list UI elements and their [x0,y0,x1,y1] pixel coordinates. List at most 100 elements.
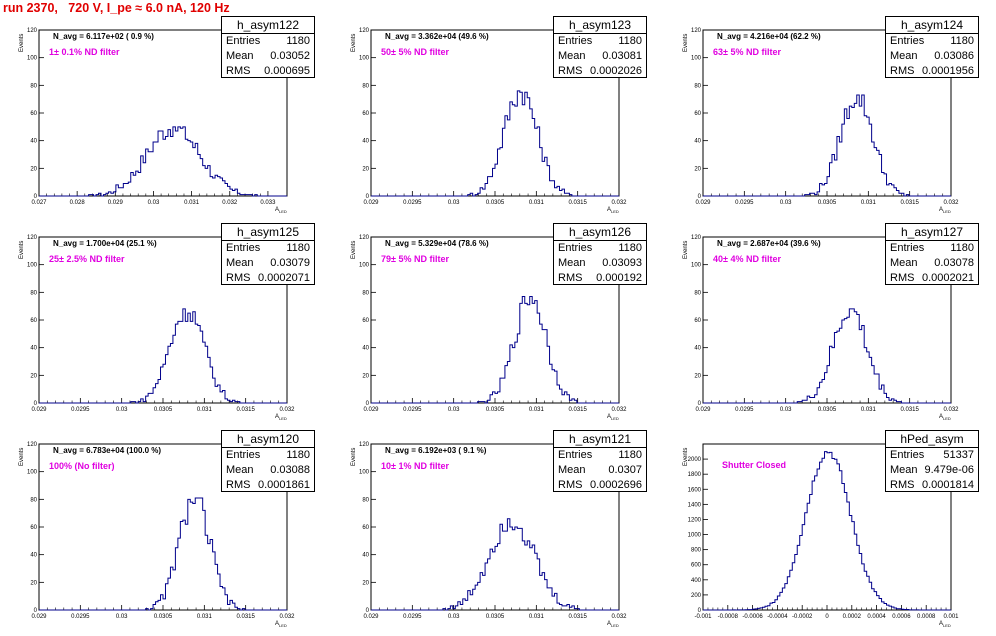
histogram-panel-h_asym122: 0.027 0.028 0.029 0.03 0.031 0.032 0.033 0 20 40 6… [0,15,332,222]
y-tick-label: 60 [30,111,37,117]
filter-label: Shutter Closed [722,460,787,470]
stat-row-mean: Mean 0.03081 [554,49,646,64]
histogram-plot: 0.029 0.0295 0.03 0.0305 0.031 0.0315 0.032 0 20… [359,28,627,206]
x-tick-label: 0.0295 [403,614,422,620]
stat-value: 0.03086 [934,50,974,62]
stat-label: Entries [226,449,261,461]
y-tick-label: 100 [691,263,702,269]
y-tick-label: 60 [30,525,37,531]
y-tick-label: 40 [362,553,369,559]
stat-label: RMS [890,65,915,77]
histogram-line [39,126,287,197]
x-axis-title-main: A [939,414,944,420]
x-tick-label: 0.029 [695,407,711,413]
y-tick-label: 1200 [688,517,702,523]
stat-label: RMS [558,479,583,491]
x-axis-title-sub: LED [279,623,287,629]
x-tick-label: 0.027 [31,200,47,206]
x-tick-label: 0.031 [861,407,877,413]
stat-value: 1180 [950,35,974,47]
y-tick-label: 20 [694,166,701,172]
stat-label: Mean [226,50,254,62]
y-tick-label: 0 [34,608,38,614]
histogram-panel-h_asym125: 0.029 0.0295 0.03 0.0305 0.031 0.0315 0.032 0 20… [0,222,332,429]
x-tick-label: 0.0008 [917,614,936,620]
histogram-name: h_asym124 [886,17,978,34]
stat-label: Entries [890,242,925,254]
y-tick-label: 80 [362,83,369,89]
x-tick-label: 0.033 [260,200,276,206]
y-tick-label: 0 [366,194,370,200]
x-tick-label: 0.0315 [236,614,255,620]
x-tick-label: 0.0295 [735,407,754,413]
y-tick-label: 0 [34,401,38,407]
y-axis-title: Events [683,240,689,259]
stat-row-entries: Entries 1180 [554,448,646,463]
x-tick-label: 0.029 [108,200,124,206]
x-tick-label: 0.0295 [71,407,90,413]
x-axis-title: ALED [939,207,951,214]
x-axis-title-sub: LED [611,416,619,422]
histogram-panel-h_asym126: 0.029 0.0295 0.03 0.0305 0.031 0.0315 0.032 0 20… [332,222,664,429]
y-tick-label: 120 [691,28,702,34]
y-axis-title: Events [19,447,25,466]
y-tick-label: 20 [362,373,369,379]
y-tick-label: 60 [694,318,701,324]
filter-label: 79± 5% ND filter [381,254,449,264]
x-tick-label: 0.0315 [568,200,587,206]
filter-label: 100% (No filter) [49,461,115,471]
x-tick-label: 0.0006 [892,614,911,620]
y-tick-label: 40 [30,139,37,145]
x-tick-label: -0.0006 [742,614,763,620]
x-axis-title: ALED [607,621,619,628]
x-axis-title-main: A [607,207,612,213]
stat-label: Mean [890,50,918,62]
x-axis-title-main: A [275,207,280,213]
stat-label: RMS [226,272,251,284]
y-tick-label: 600 [691,563,702,569]
stat-value: 0.03093 [602,257,642,269]
navg-label: N_avg = 5.329e+04 (78.6 %) [385,239,489,248]
y-tick-label: 120 [27,28,38,34]
y-tick-label: 80 [362,290,369,296]
y-tick-label: 80 [30,290,37,296]
stat-box: hPed_asym Entries 51337 Mean 9.479e-06 RMS 0.0… [885,430,979,492]
x-tick-label: 0.03 [116,407,128,413]
stat-box: h_asym122 Entries 1180 Mean 0.03052 RMS 0.0006… [221,16,315,78]
x-tick-label: 0.001 [943,614,959,620]
x-tick-label: -0.0002 [792,614,813,620]
y-tick-label: 100 [27,470,38,476]
x-tick-label: 0.029 [695,200,711,206]
stat-value: 1180 [286,242,310,254]
x-tick-label: 0.029 [31,614,47,620]
y-tick-label: 80 [694,83,701,89]
x-axis-title-sub: LED [943,209,951,215]
y-tick-label: 100 [27,56,38,62]
x-tick-label: 0.03 [148,200,160,206]
stat-row-entries: Entries 1180 [222,241,314,256]
y-tick-label: 0 [698,401,702,407]
stat-label: Mean [226,257,254,269]
y-axis-title: Events [351,447,357,466]
stat-row-mean: Mean 0.03086 [886,49,978,64]
stat-value: 1180 [950,242,974,254]
x-tick-label: 0.0002 [843,614,862,620]
histogram-panel-h_asym124: 0.029 0.0295 0.03 0.0305 0.031 0.0315 0.032 0 20… [664,15,996,222]
x-tick-label: 0.032 [611,407,627,413]
y-tick-label: 20 [362,166,369,172]
stat-value: 0.03078 [934,257,974,269]
filter-label: 40± 4% ND filter [713,254,781,264]
x-tick-label: 0.029 [363,407,379,413]
x-axis-title-sub: LED [279,416,287,422]
histogram-panel-h_asym121: 0.029 0.0295 0.03 0.0305 0.031 0.0315 0.032 0 20… [332,429,664,636]
x-tick-label: 0.03 [448,200,460,206]
x-axis-title-main: A [939,207,944,213]
histogram-plot: -0.001 -0.0008 -0.0006 -0.0004 -0.0002 0 0.000… [688,443,959,620]
x-tick-label: 0 [825,614,829,620]
stat-box: h_asym123 Entries 1180 Mean 0.03081 RMS 0.0002… [553,16,647,78]
stat-label: Entries [890,35,925,47]
stat-label: RMS [226,479,251,491]
y-tick-label: 20 [30,373,37,379]
x-tick-label: -0.0008 [718,614,739,620]
stat-value: 1180 [618,35,642,47]
